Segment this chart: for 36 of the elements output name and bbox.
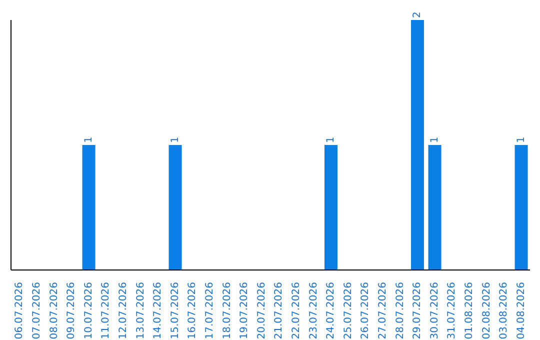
x-tick-label: 15.07.2026 xyxy=(170,282,181,340)
x-tick-label: 06.07.2026 xyxy=(14,282,26,340)
x-tick-label: 23.07.2026 xyxy=(308,282,320,340)
x-tick-label: 11.07.2026 xyxy=(100,282,112,340)
x-tick-label: 18.07.2026 xyxy=(222,282,233,340)
x-tick-label: 26.07.2026 xyxy=(360,282,372,340)
x-tick-label: 16.07.2026 xyxy=(187,282,198,340)
x-tick-label: 21.07.2026 xyxy=(274,282,285,340)
x-tick-label: 24.07.2026 xyxy=(326,282,337,340)
x-tick-label: 30.07.2026 xyxy=(429,282,440,340)
x-tick-label: 03.08.2026 xyxy=(498,282,510,340)
data-label: 1 xyxy=(170,136,181,143)
x-tick-label: 08.07.2026 xyxy=(48,282,60,340)
x-tick-label: 12.07.2026 xyxy=(118,282,129,340)
x-tick-label: 13.07.2026 xyxy=(135,282,146,340)
x-tick-label: 02.08.2026 xyxy=(481,282,492,340)
x-tick-label: 01.08.2026 xyxy=(464,282,475,340)
x-tick-label: 31.07.2026 xyxy=(446,282,458,340)
x-tick-label: 25.07.2026 xyxy=(342,282,354,340)
x-tick-label: 09.07.2026 xyxy=(66,282,78,340)
data-label: 2 xyxy=(412,12,423,18)
x-tick-label: 22.07.2026 xyxy=(290,282,302,340)
data-label: 1 xyxy=(516,136,527,143)
data-label: 1 xyxy=(325,136,336,143)
x-tick-label: 04.08.2026 xyxy=(516,282,527,340)
data-label: 1 xyxy=(83,136,94,143)
x-tick-label: 17.07.2026 xyxy=(204,282,216,340)
x-tick-label: 10.07.2026 xyxy=(83,282,94,340)
x-tick-label: 28.07.2026 xyxy=(394,282,406,340)
x-tick-label: 29.07.2026 xyxy=(412,282,424,340)
data-label: 1 xyxy=(429,136,440,143)
x-tick-label: 14.07.2026 xyxy=(152,282,164,340)
x-tick-label: 19.07.2026 xyxy=(239,282,250,340)
x-tick-label: 07.07.2026 xyxy=(31,282,42,340)
x-tick-label: 27.07.2026 xyxy=(377,282,388,340)
x-tick-label: 20.07.2026 xyxy=(256,282,268,340)
